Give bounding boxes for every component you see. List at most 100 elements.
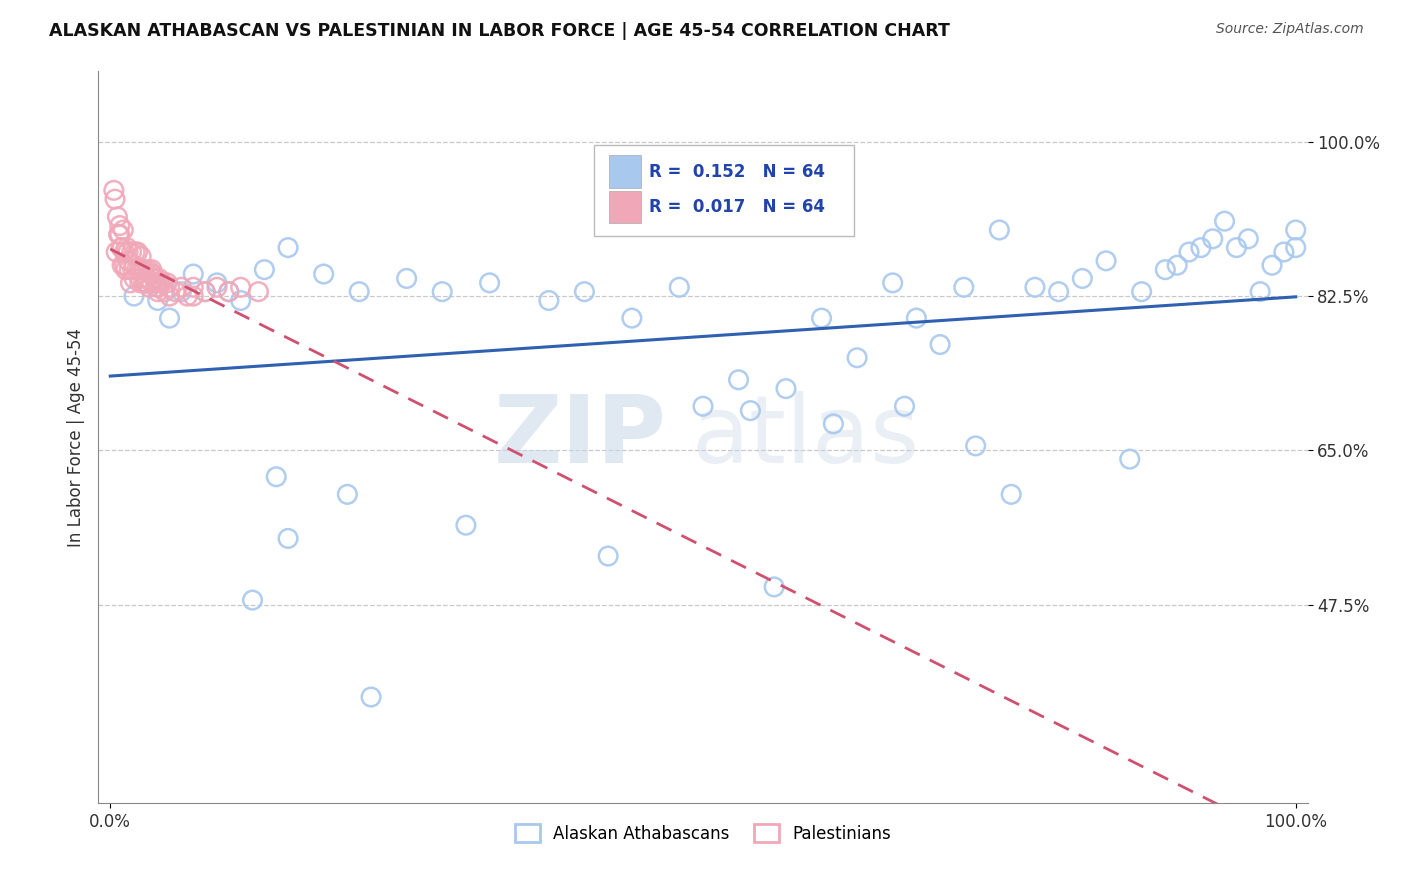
- Point: [205, 280, 228, 294]
- Point: [105, 210, 128, 224]
- Point: [988, 223, 1011, 237]
- Point: [1249, 285, 1271, 299]
- Point: [1285, 223, 1308, 237]
- Point: [107, 227, 129, 242]
- Point: [111, 241, 134, 255]
- Point: [146, 293, 169, 308]
- Point: [1189, 241, 1212, 255]
- Point: [395, 271, 418, 285]
- Point: [114, 245, 136, 260]
- Text: ZIP: ZIP: [494, 391, 666, 483]
- Point: [1154, 262, 1177, 277]
- Point: [253, 262, 276, 277]
- Point: [142, 267, 165, 281]
- Point: [115, 241, 138, 255]
- Point: [205, 276, 228, 290]
- Point: [598, 549, 620, 563]
- Point: [122, 258, 145, 272]
- Point: [247, 285, 270, 299]
- Point: [929, 337, 952, 351]
- Point: [156, 276, 179, 290]
- Point: [141, 276, 163, 290]
- Point: [1071, 271, 1094, 285]
- Point: [104, 192, 127, 206]
- Point: [129, 276, 152, 290]
- Point: [336, 487, 359, 501]
- Point: [692, 399, 714, 413]
- Point: [264, 469, 287, 483]
- Point: [132, 276, 155, 290]
- Point: [537, 293, 560, 308]
- Point: [145, 276, 167, 290]
- Point: [176, 289, 198, 303]
- Point: [1000, 487, 1022, 501]
- Point: [114, 262, 136, 277]
- Point: [159, 311, 181, 326]
- Point: [1119, 452, 1142, 467]
- Point: [1047, 285, 1070, 299]
- Point: [136, 262, 159, 277]
- Point: [574, 285, 596, 299]
- Point: [122, 271, 145, 285]
- Point: [129, 271, 152, 285]
- Point: [620, 311, 643, 326]
- Y-axis label: In Labor Force | Age 45-54: In Labor Force | Age 45-54: [66, 327, 84, 547]
- Point: [159, 289, 181, 303]
- Point: [277, 241, 299, 255]
- Point: [170, 285, 193, 299]
- Point: [153, 285, 176, 299]
- Point: [146, 280, 169, 294]
- Point: [120, 276, 142, 290]
- Point: [893, 399, 915, 413]
- Point: [135, 276, 157, 290]
- Text: Source: ZipAtlas.com: Source: ZipAtlas.com: [1216, 22, 1364, 37]
- Point: [1130, 285, 1153, 299]
- Point: [1225, 241, 1247, 255]
- Text: R =  0.017   N = 64: R = 0.017 N = 64: [648, 198, 824, 216]
- Point: [146, 285, 169, 299]
- Point: [194, 285, 217, 299]
- Point: [229, 293, 252, 308]
- Point: [117, 245, 139, 260]
- Point: [181, 280, 204, 294]
- Point: [277, 532, 299, 546]
- Point: [432, 285, 454, 299]
- Point: [125, 262, 148, 277]
- Point: [810, 311, 832, 326]
- Point: [111, 258, 134, 272]
- Point: [112, 223, 135, 237]
- Point: [763, 580, 786, 594]
- Point: [1024, 280, 1046, 294]
- FancyBboxPatch shape: [609, 155, 641, 187]
- Text: ALASKAN ATHABASCAN VS PALESTINIAN IN LABOR FORCE | AGE 45-54 CORRELATION CHART: ALASKAN ATHABASCAN VS PALESTINIAN IN LAB…: [49, 22, 950, 40]
- Point: [118, 262, 141, 277]
- Point: [181, 267, 204, 281]
- Point: [165, 285, 187, 299]
- Point: [152, 276, 174, 290]
- Point: [134, 262, 156, 277]
- Point: [127, 245, 149, 260]
- Point: [1178, 245, 1201, 260]
- Point: [124, 245, 146, 260]
- Point: [965, 439, 987, 453]
- Point: [129, 249, 152, 263]
- Point: [105, 245, 128, 260]
- Point: [905, 311, 928, 326]
- Point: [1166, 258, 1188, 272]
- Point: [1285, 241, 1308, 255]
- Point: [1095, 253, 1118, 268]
- Point: [110, 241, 132, 255]
- Point: [727, 373, 749, 387]
- Point: [128, 262, 150, 277]
- FancyBboxPatch shape: [609, 191, 641, 223]
- Point: [149, 276, 172, 290]
- Point: [478, 276, 501, 290]
- Point: [108, 227, 131, 242]
- Point: [146, 280, 169, 294]
- Point: [242, 593, 264, 607]
- Point: [1213, 214, 1236, 228]
- Point: [143, 271, 166, 285]
- Point: [181, 289, 204, 303]
- Point: [1272, 245, 1295, 260]
- Point: [159, 280, 181, 294]
